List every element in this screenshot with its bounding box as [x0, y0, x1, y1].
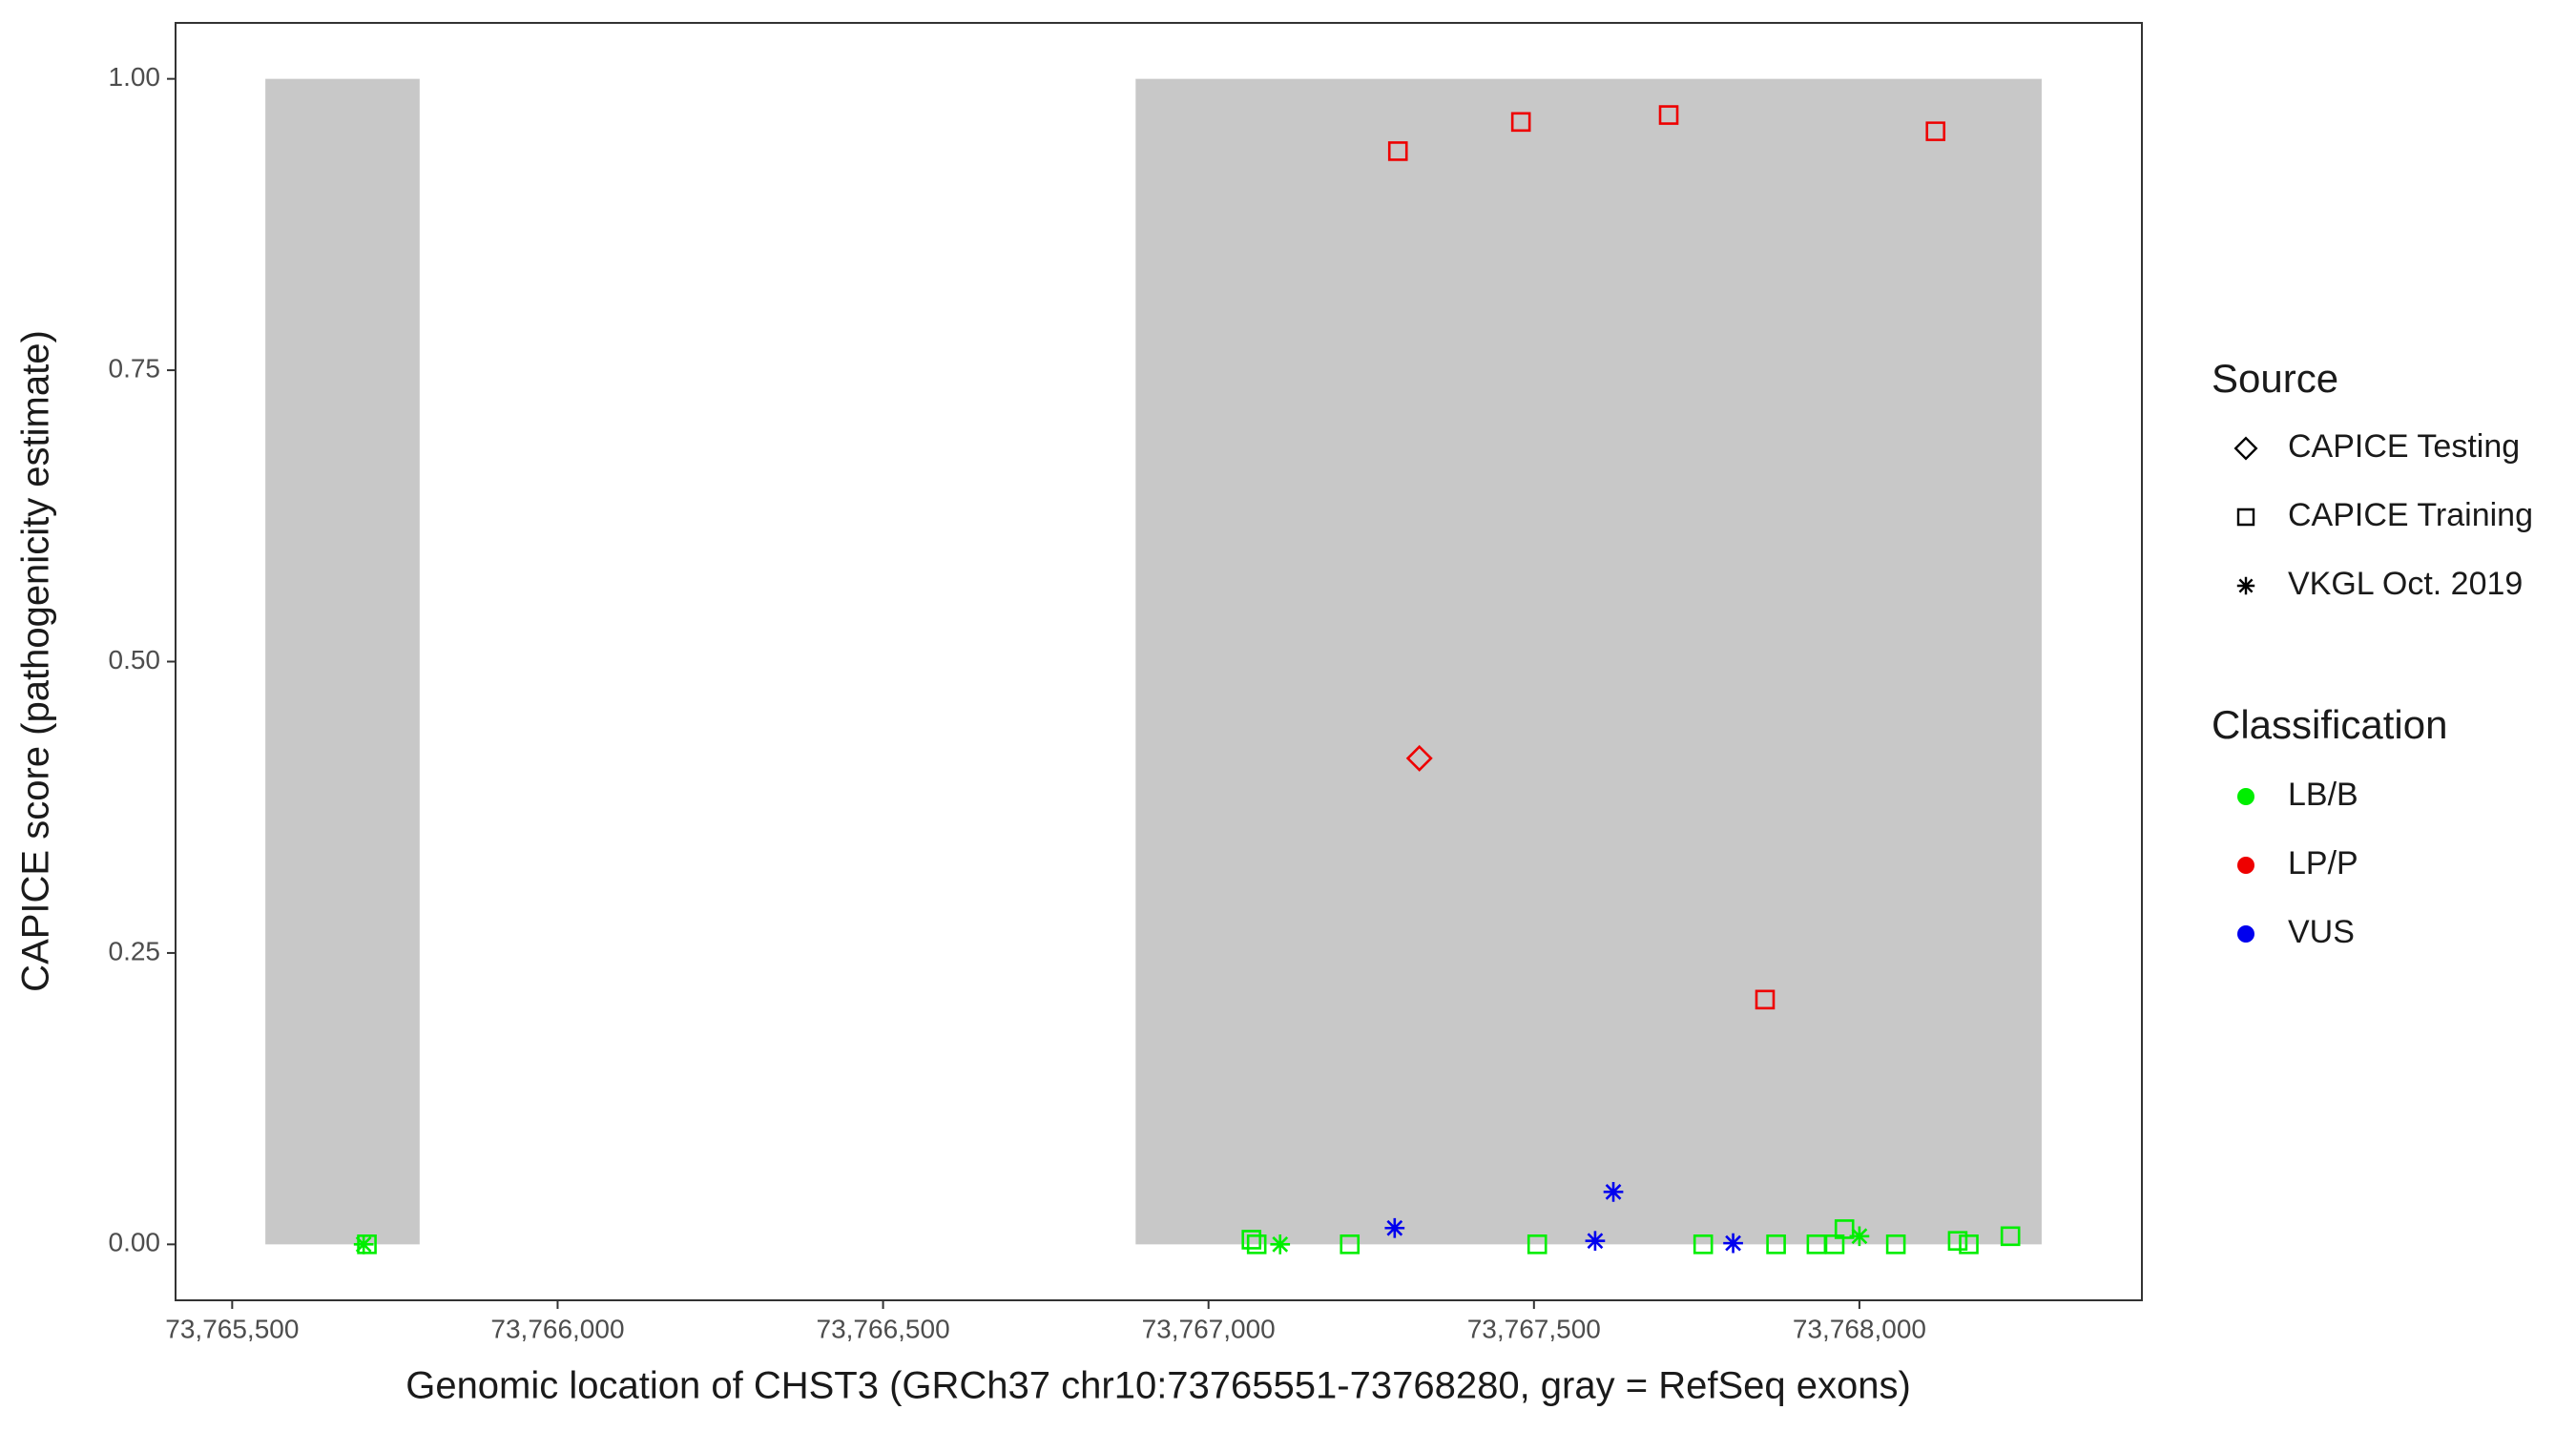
x-tick-label: 73,767,000 — [1142, 1314, 1276, 1343]
legend-label: CAPICE Testing — [2288, 428, 2520, 465]
legend-label: VUS — [2288, 914, 2355, 950]
legend-title: Classification — [2212, 702, 2447, 747]
legend-symbol — [2236, 576, 2255, 595]
point — [1405, 744, 1433, 772]
legend-label: LB/B — [2288, 777, 2358, 813]
x-tick-label: 73,766,500 — [817, 1314, 950, 1343]
point — [1340, 1234, 1361, 1255]
point — [1766, 1234, 1786, 1255]
point — [1241, 1230, 1262, 1250]
point — [1387, 141, 1408, 161]
point — [1925, 121, 1946, 141]
y-tick-label: 0.25 — [109, 936, 161, 965]
point — [1510, 112, 1531, 133]
point — [1849, 1226, 1870, 1247]
point — [1834, 1219, 1855, 1239]
point — [1947, 1231, 1968, 1251]
point — [1824, 1234, 1845, 1255]
legend-label: VKGL Oct. 2019 — [2288, 566, 2523, 602]
point — [353, 1234, 374, 1255]
exon — [1135, 78, 2042, 1245]
legend-symbol — [2237, 788, 2254, 805]
point — [1527, 1234, 1548, 1255]
point — [1603, 1182, 1624, 1202]
point — [1270, 1234, 1291, 1255]
x-tick-label: 73,766,000 — [490, 1314, 624, 1343]
y-tick-label: 0.00 — [109, 1228, 161, 1257]
x-axis-title: Genomic location of CHST3 (GRCh37 chr10:… — [405, 1365, 1911, 1407]
y-axis-title: CAPICE score (pathogenicity estimate) — [15, 330, 57, 992]
point — [1658, 105, 1679, 125]
legend-symbol — [2236, 508, 2255, 527]
point — [1384, 1217, 1405, 1238]
legend-title: Source — [2212, 356, 2338, 401]
y-tick-label: 0.75 — [109, 353, 161, 383]
y-tick-label: 1.00 — [109, 62, 161, 92]
legend-symbol — [2237, 857, 2254, 874]
x-tick-label: 73,767,500 — [1467, 1314, 1601, 1343]
x-tick-label: 73,768,000 — [1793, 1314, 1926, 1343]
point — [1723, 1233, 1743, 1254]
point — [1693, 1234, 1714, 1255]
legend-label: CAPICE Training — [2288, 497, 2533, 533]
legend-symbol — [2233, 436, 2258, 461]
point — [1755, 989, 1776, 1010]
point — [2000, 1226, 2021, 1247]
point — [1885, 1234, 1906, 1255]
point — [357, 1234, 377, 1255]
point — [1246, 1234, 1267, 1255]
x-tick-label: 73,765,500 — [165, 1314, 299, 1343]
legend-label: LP/P — [2288, 845, 2358, 881]
point — [1585, 1231, 1606, 1252]
exon — [265, 78, 420, 1245]
point — [1959, 1234, 1979, 1255]
y-tick-label: 0.50 — [109, 645, 161, 674]
legend-symbol — [2237, 925, 2254, 943]
